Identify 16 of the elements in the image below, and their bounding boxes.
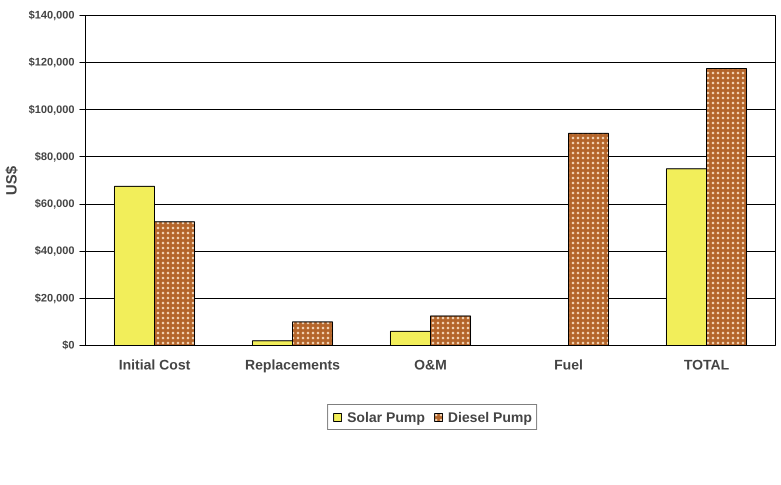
y-tick-label: $140,000 [28, 10, 75, 22]
x-tick-label: Initial Cost [118, 356, 191, 372]
x-tick-label: Fuel [554, 356, 583, 372]
legend-label: Solar Pump [347, 409, 425, 425]
y-axis-title: US$ [4, 165, 21, 196]
y-tick-label: $0 [62, 340, 75, 352]
y-tick-label: $60,000 [34, 198, 75, 210]
x-tick-label: Replacements [245, 356, 340, 372]
y-tick-label: $40,000 [34, 245, 75, 258]
x-tick-label: O&M [414, 356, 447, 372]
y-tick-label: $120,000 [28, 56, 75, 69]
x-tick-label: TOTAL [684, 356, 730, 372]
y-tick-label: $100,000 [28, 104, 75, 116]
y-tick-label: $20,000 [34, 292, 75, 304]
legend-label: Diesel Pump [448, 409, 532, 425]
y-tick-label: $80,000 [34, 150, 75, 163]
